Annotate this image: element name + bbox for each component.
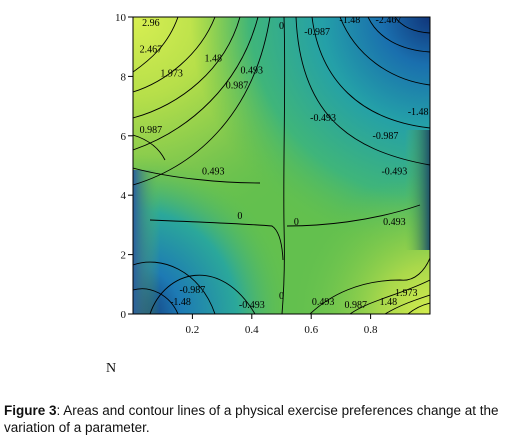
contour-line-0.987-bottom (349, 279, 430, 314)
contour-line-1.973-bottom (407, 302, 430, 314)
y-tick-label: 4 (121, 190, 127, 202)
contour-label: 2.467 (140, 45, 163, 56)
contour-label: 0.493 (383, 217, 406, 228)
contour-line-neg0.493-bottom (149, 274, 256, 314)
y-tick-label: 0 (121, 309, 127, 321)
y-axis: 0 2 4 6 8 10 (115, 12, 133, 321)
contour-line-0.987-left (133, 134, 166, 161)
contour-label: -0.987 (179, 285, 205, 296)
contour-label: 0.987 (226, 80, 249, 91)
contour-line-neg1.973 (367, 17, 430, 53)
plot-frame (132, 16, 431, 315)
contour-label: -1.48 (408, 107, 429, 118)
y-tick-label: 2 (121, 250, 127, 262)
x-axis: 0.2 0.4 0.6 0.8 (186, 314, 378, 336)
contour-line-neg0.493 (295, 17, 430, 166)
contour-label: -1.48 (339, 15, 360, 26)
contour-line-neg1.48-bottom (133, 288, 179, 314)
contour-line-0-right (286, 204, 421, 227)
contour-line-neg2.467 (394, 17, 430, 34)
contour-label: -0.493 (239, 300, 265, 311)
x-tick-label: 0.8 (364, 324, 378, 336)
contour-line-0.493-bottom (309, 257, 430, 314)
contour-label: 0 (237, 211, 242, 222)
x-axis-label: N (106, 361, 116, 376)
contour-label: 1.48 (204, 54, 222, 65)
contour-label: 0.987 (345, 300, 368, 311)
contour-label: 0 (294, 217, 299, 228)
region-right-edge (400, 130, 430, 250)
contour-label: -0.493 (381, 166, 407, 177)
contour-label: -1.48 (170, 297, 191, 308)
contour-line-0.493-left (133, 167, 261, 184)
contour-line-0.493 (133, 17, 271, 186)
caption-text: : Areas and contour lines of a physical … (4, 403, 499, 435)
contour-label: 0 (279, 291, 284, 302)
contour-label: 2.96 (142, 18, 160, 29)
y-tick-label: 10 (115, 12, 127, 24)
contour-label: 1.973 (160, 68, 183, 79)
x-tick-label: 0.6 (304, 324, 318, 336)
contour-line-0.987 (133, 17, 259, 151)
contour-line-0-horizontal (149, 219, 284, 261)
contour-label: 1.48 (380, 297, 398, 308)
caption-label: Figure 3 (4, 403, 57, 418)
contour-line-neg0.987-bottom (133, 261, 216, 314)
contour-label: 0.987 (140, 125, 163, 136)
contour-line-1.48 (133, 17, 241, 119)
y-tick-label: 6 (121, 131, 127, 143)
contour-label: -0.987 (373, 131, 399, 142)
contour-label: 1.973 (395, 288, 418, 299)
contour-label: 0.493 (312, 297, 335, 308)
contour-label: -0.493 (310, 113, 336, 124)
contour-label: 0.493 (202, 166, 225, 177)
contour-line-neg1.48 (339, 17, 430, 86)
contour-label: -2.467 (375, 15, 401, 26)
contour-label: -0.987 (304, 27, 330, 38)
region-left-edge (133, 170, 163, 314)
contour-label: 0 (279, 21, 284, 32)
contour-line-0-vertical (281, 17, 286, 314)
contour-line-neg0.987 (311, 17, 430, 129)
y-tick-label: 8 (121, 71, 127, 83)
contour-label: 0.493 (241, 65, 264, 76)
x-tick-label: 0.2 (186, 324, 200, 336)
contour-line-2.467 (133, 17, 179, 73)
contour-line-1.973 (133, 17, 216, 93)
contour-line-1.48-bottom (384, 294, 430, 314)
x-tick-label: 0.4 (245, 324, 259, 336)
figure-caption: Figure 3: Areas and contour lines of a p… (4, 402, 524, 436)
